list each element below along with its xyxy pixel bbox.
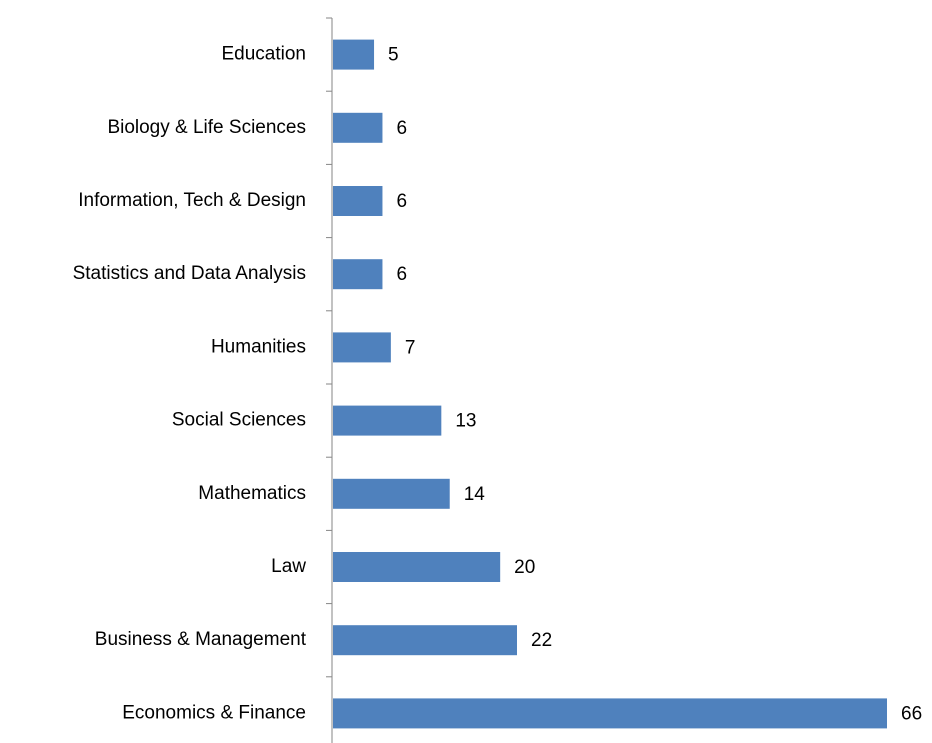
- value-label: 6: [396, 191, 407, 212]
- y-tick-label: Humanities: [211, 336, 306, 357]
- value-label: 5: [388, 45, 399, 66]
- bar: [333, 186, 383, 216]
- y-tick-label: Business & Management: [95, 629, 307, 650]
- bar: [333, 405, 442, 436]
- value-label: 6: [396, 118, 407, 139]
- y-tick-label: Law: [271, 556, 306, 577]
- bar: [333, 259, 383, 290]
- value-label: 6: [396, 264, 407, 285]
- value-label: 13: [455, 411, 476, 432]
- y-tick-label: Information, Tech & Design: [78, 190, 306, 211]
- value-label: 20: [514, 557, 535, 578]
- bar: [333, 625, 517, 656]
- bar: [333, 39, 375, 70]
- bar: [333, 478, 450, 509]
- y-tick-label: Social Sciences: [172, 410, 306, 431]
- y-tick-label: Biology & Life Sciences: [107, 117, 306, 138]
- bar: [333, 332, 391, 363]
- value-label: 7: [405, 337, 416, 358]
- bar: [333, 112, 383, 143]
- bar: [333, 552, 501, 582]
- value-label: 14: [464, 484, 486, 505]
- y-tick-label: Economics & Finance: [122, 702, 306, 723]
- value-label: 22: [531, 630, 552, 651]
- y-tick-label: Statistics and Data Analysis: [73, 263, 306, 284]
- value-label: 66: [901, 703, 922, 724]
- bar: [333, 698, 887, 729]
- y-tick-label: Education: [221, 44, 306, 65]
- y-tick-label: Mathematics: [198, 483, 306, 504]
